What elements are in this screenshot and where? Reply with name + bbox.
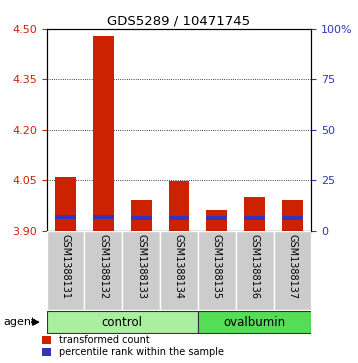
Bar bbox=[131, 216, 151, 220]
Text: GSM1388137: GSM1388137 bbox=[287, 234, 297, 299]
Bar bbox=[160, 231, 198, 310]
Bar bbox=[207, 211, 227, 231]
Bar bbox=[55, 177, 76, 231]
Text: GSM1388133: GSM1388133 bbox=[136, 234, 146, 299]
Text: ovalbumin: ovalbumin bbox=[224, 316, 286, 329]
Text: GSM1388134: GSM1388134 bbox=[174, 234, 184, 299]
Text: GSM1388131: GSM1388131 bbox=[61, 234, 71, 299]
Bar bbox=[131, 200, 151, 231]
Bar bbox=[244, 216, 265, 220]
Text: control: control bbox=[102, 316, 143, 329]
Bar bbox=[47, 231, 84, 310]
Text: agent: agent bbox=[4, 317, 36, 327]
Bar bbox=[55, 215, 76, 219]
Bar bbox=[282, 200, 303, 231]
Bar bbox=[236, 231, 274, 310]
Bar bbox=[207, 216, 227, 220]
Bar bbox=[84, 231, 122, 310]
Bar bbox=[93, 215, 114, 219]
Bar bbox=[122, 231, 160, 310]
Text: GSM1388136: GSM1388136 bbox=[250, 234, 260, 299]
Bar bbox=[169, 181, 189, 231]
Title: GDS5289 / 10471745: GDS5289 / 10471745 bbox=[107, 15, 251, 28]
Bar bbox=[169, 216, 189, 220]
Bar bbox=[198, 311, 311, 333]
Bar bbox=[244, 197, 265, 231]
Bar bbox=[198, 231, 236, 310]
Text: GSM1388135: GSM1388135 bbox=[212, 234, 222, 299]
Legend: transformed count, percentile rank within the sample: transformed count, percentile rank withi… bbox=[41, 334, 225, 358]
Bar bbox=[47, 311, 198, 333]
Bar bbox=[282, 216, 303, 220]
Text: GSM1388132: GSM1388132 bbox=[98, 234, 108, 299]
Bar bbox=[274, 231, 311, 310]
Bar bbox=[93, 36, 114, 231]
